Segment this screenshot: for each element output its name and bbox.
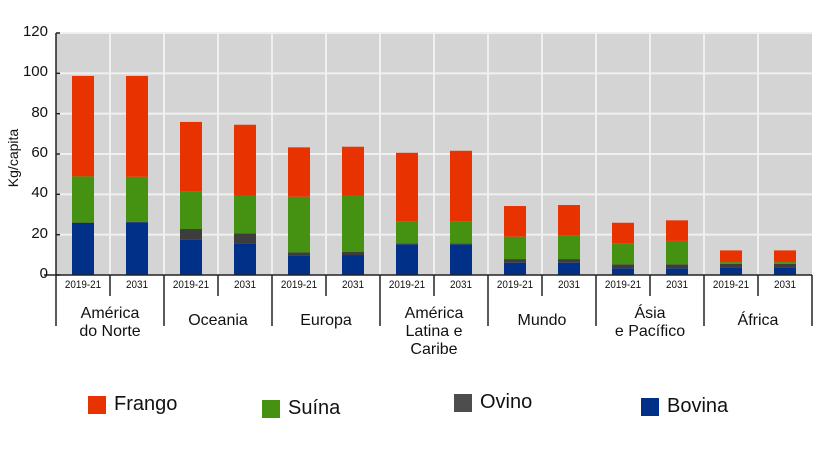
bar-segment-ovino [342,252,364,255]
legend-swatch [454,394,472,412]
x-group-label: África [704,312,812,330]
legend-item-frango: Frango [88,393,177,416]
y-tick-label: 20 [8,225,48,242]
bar-segment-suína [288,197,310,253]
x-category-label: 2031 [221,279,270,291]
bar-segment-suína [126,177,148,222]
x-category-label: 2031 [437,279,486,291]
bar-segment-ovino [774,264,796,268]
bar-segment-ovino [288,252,310,255]
x-group-label: Europa [272,312,380,330]
bar-segment-bovina [72,223,94,275]
bar-segment-ovino [666,264,688,268]
x-category-label: 2031 [545,279,594,291]
bar-segment-frango [234,125,256,196]
bar-segment-bovina [342,255,364,275]
bar-segment-frango [342,147,364,196]
x-category-label: 2019-21 [275,279,324,291]
bar-segment-frango [720,250,742,262]
x-category-label: 2031 [653,279,702,291]
x-group-label: Mundo [488,312,596,330]
bar-segment-bovina [126,222,148,275]
bar-segment-suína [450,221,472,243]
bar-segment-suína [342,196,364,252]
y-tick-label: 120 [8,23,48,40]
y-tick-label: 100 [8,63,48,80]
bar-segment-suína [720,262,742,264]
legend-swatch [88,396,106,414]
bar-segment-ovino [720,264,742,268]
x-category-label: 2019-21 [707,279,756,291]
bar-segment-suína [72,176,94,222]
chart-legend: Frango Suína Ovino Bovina [0,393,820,423]
bar-segment-frango [180,122,202,192]
bar-segment-bovina [288,255,310,275]
bar-segment-bovina [558,263,580,275]
bar-segment-frango [558,205,580,236]
legend-swatch [641,398,659,416]
bar-segment-frango [504,206,526,237]
bar-segment-suína [504,237,526,259]
bar-segment-suína [396,222,418,244]
bar-segment-ovino [612,264,634,268]
bar-segment-bovina [666,268,688,275]
legend-label: Ovino [480,391,532,414]
bar-segment-bovina [504,263,526,275]
bar-segment-ovino [234,233,256,243]
x-category-label: 2031 [113,279,162,291]
bar-segment-bovina [396,244,418,275]
bar-segment-bovina [612,268,634,275]
x-category-label: 2031 [329,279,378,291]
bar-segment-frango [126,76,148,177]
bar-segment-suína [666,241,688,264]
legend-label: Bovina [667,395,728,418]
bar-segment-frango [450,151,472,222]
bar-segment-frango [774,250,796,262]
bar-segment-bovina [774,268,796,275]
legend-label: Suína [288,397,340,420]
bar-segment-frango [666,220,688,241]
bar-segment-ovino [558,259,580,263]
bar-segment-frango [396,153,418,222]
legend-item-ovino: Ovino [454,391,532,414]
x-category-label: 2019-21 [167,279,216,291]
bar-segment-suína [612,243,634,264]
x-category-label: 2019-21 [599,279,648,291]
x-category-label: 2019-21 [383,279,432,291]
x-category-label: 2019-21 [491,279,540,291]
bar-segment-suína [558,236,580,259]
bar-segment-frango [72,76,94,176]
legend-item-suína: Suína [262,397,340,420]
bar-segment-suína [234,196,256,233]
bar-segment-suína [180,192,202,229]
y-tick-label: 60 [8,144,48,161]
y-tick-label: 0 [8,265,48,282]
bar-segment-ovino [180,229,202,239]
bar-segment-frango [612,223,634,244]
legend-label: Frango [114,393,177,416]
legend-swatch [262,400,280,418]
bar-segment-frango [288,147,310,196]
y-tick-label: 40 [8,184,48,201]
bar-segment-ovino [504,259,526,263]
bar-segment-ovino [396,243,418,244]
bar-segment-bovina [720,268,742,275]
bar-segment-ovino [450,243,472,244]
legend-item-bovina: Bovina [641,395,728,418]
bar-segment-bovina [450,244,472,275]
x-group-label: Oceania [164,312,272,330]
bar-segment-bovina [234,243,256,275]
y-tick-label: 80 [8,104,48,121]
x-category-label: 2031 [761,279,810,291]
bar-segment-suína [774,262,796,264]
bar-segment-bovina [180,239,202,275]
x-category-label: 2019-21 [59,279,108,291]
